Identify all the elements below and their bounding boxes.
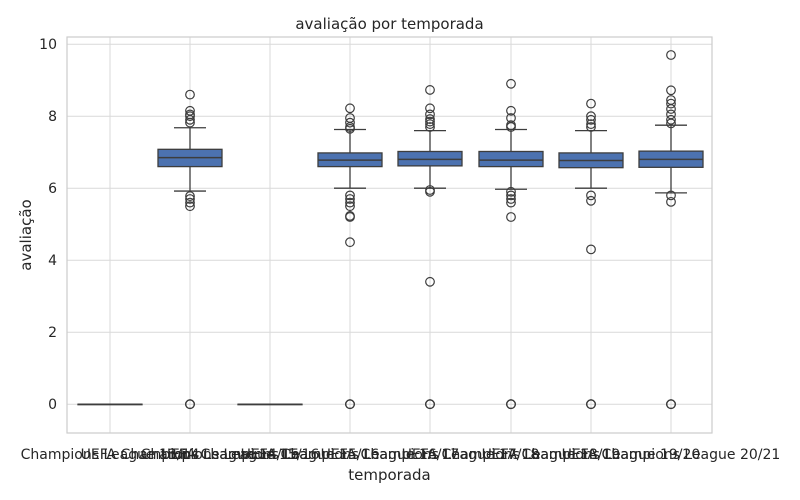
outlier-point (506, 399, 516, 410)
outlier-point (185, 201, 195, 212)
outlier-point (666, 190, 676, 201)
outlier-point (185, 89, 195, 100)
outlier-point (345, 194, 355, 204)
y-tick-label: 6 (48, 181, 57, 197)
outlier-point (345, 211, 355, 221)
outlier-point (425, 85, 435, 95)
outlier-point (586, 114, 596, 125)
y-axis-label: avaliação (17, 199, 35, 270)
outlier-point (185, 194, 195, 204)
outlier-point (666, 109, 676, 120)
outlier-point (586, 111, 596, 122)
outlier-point (666, 114, 676, 125)
x-axis-label: temporada (348, 466, 431, 484)
outlier-point (666, 95, 676, 105)
outlier-point (506, 212, 516, 222)
y-tick-label: 10 (39, 37, 57, 53)
outlier-point (586, 399, 596, 410)
outlier-point (345, 117, 355, 128)
outlier-point (586, 122, 596, 132)
outlier-point (345, 190, 355, 201)
outlier-point (666, 50, 676, 60)
y-tick-label: 8 (48, 109, 57, 125)
outlier-point (425, 116, 435, 127)
y-tick-label: 2 (48, 325, 57, 341)
outlier-point (586, 195, 596, 206)
outlier-point (586, 244, 596, 255)
outlier-point (345, 399, 355, 410)
outlier-point (345, 113, 355, 123)
outlier-point (666, 399, 676, 410)
outlier-point (425, 399, 435, 410)
outlier-point (666, 98, 676, 109)
outlier-point (425, 185, 435, 195)
chart-title: avaliação por temporada (295, 15, 483, 33)
y-tick-label: 0 (48, 397, 57, 413)
outlier-point (506, 120, 516, 131)
outlier-point (506, 186, 516, 197)
outlier-point (506, 197, 516, 208)
outlier-point (506, 105, 516, 116)
outlier-point (506, 113, 516, 123)
outlier-point (345, 197, 355, 208)
outlier-point (506, 194, 516, 204)
outlier-point (425, 122, 435, 132)
outlier-point (185, 109, 195, 120)
box-iqr (478, 150, 544, 168)
x-tick-label: Champions League 13/14 (21, 447, 200, 463)
x-tick-label: UEFA Champions League 20/21 (562, 447, 781, 463)
outlier-point (185, 105, 195, 116)
outlier-point (586, 190, 596, 201)
x-tick-label: UEFA Champions League 16/17 (241, 447, 460, 463)
outlier-point (185, 399, 195, 410)
x-tick-label: UEFA Champions League 18/19 (402, 447, 621, 463)
outlier-point (185, 197, 195, 208)
outlier-point (345, 103, 355, 114)
y-tick-label: 4 (48, 253, 57, 269)
outlier-point (425, 114, 435, 124)
plot-frame (66, 36, 713, 434)
outlier-point (666, 85, 676, 96)
outlier-point (425, 103, 435, 114)
x-tick-label: UEFA Champions League 17/18 (321, 447, 540, 463)
outlier-point (425, 276, 435, 287)
x-tick-label: UEFA Champions League 19/20 (482, 447, 701, 463)
outlier-point (506, 78, 516, 89)
outlier-point (666, 196, 676, 207)
outlier-point (586, 119, 596, 130)
outlier-point (425, 109, 435, 120)
outlier-point (345, 237, 355, 248)
x-tick-label: Champions League 15/16 (141, 447, 320, 463)
x-tick-label: UEFA Champions League 15/16 (161, 447, 380, 463)
outlier-point (425, 119, 435, 130)
outlier-point (185, 191, 195, 202)
outlier-point (506, 190, 516, 201)
outlier-point (586, 98, 596, 109)
x-tick-label: UEFA Champions League 14/15 (81, 447, 300, 463)
outlier-point (345, 201, 355, 212)
